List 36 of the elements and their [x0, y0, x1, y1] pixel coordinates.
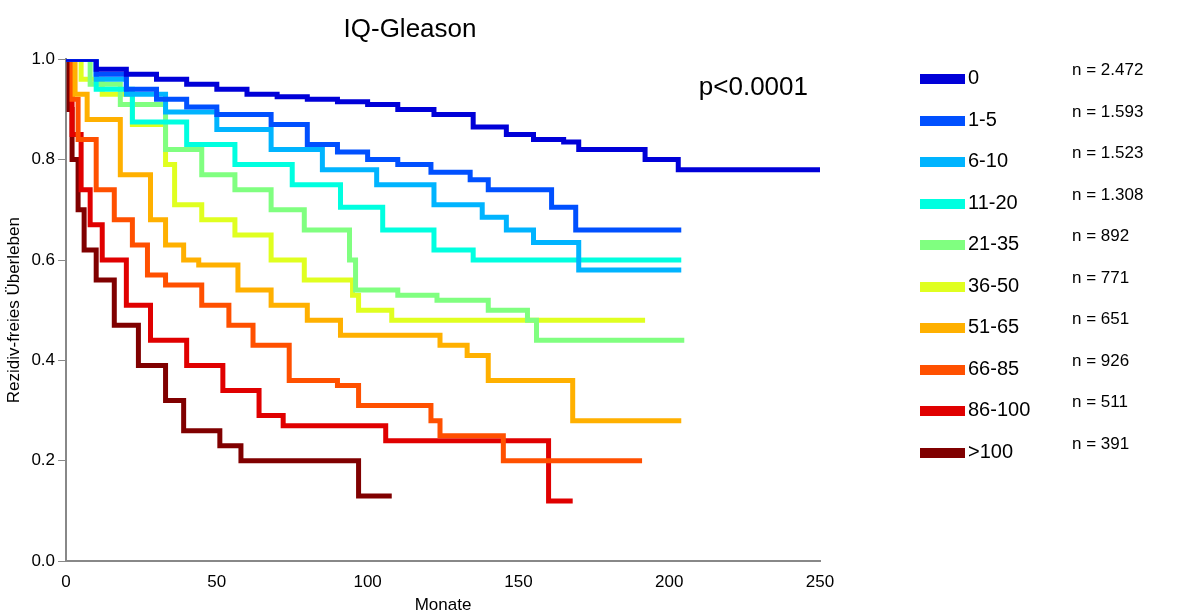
text: n = 2.472 [1072, 60, 1144, 80]
x-tick-label: 200 [655, 572, 684, 592]
x-tick-label: 100 [353, 572, 382, 592]
x-tick-label: 150 [504, 572, 533, 592]
legend-label: 21-35 [968, 232, 1020, 255]
legend-label: 6-10 [968, 149, 1009, 172]
legend-label: >100 [968, 439, 1014, 463]
y-tick-label: 0.0 [31, 550, 56, 570]
x-tick-label: 50 [207, 572, 227, 592]
y-axis-title: Rezidiv-freies Überleben [3, 217, 23, 404]
y-tick-label: 0.6 [31, 249, 56, 269]
x-tick-label: 0 [61, 572, 71, 592]
text: n = 1.308 [1072, 184, 1144, 205]
y-tick-label: 1.0 [31, 48, 56, 68]
x-tick-label: 250 [805, 572, 835, 592]
legend-label: 1-5 [968, 107, 997, 131]
annotation: p<0.0001 [698, 71, 808, 102]
y-tick-label: 0.4 [31, 350, 56, 370]
legend-label: 11-20 [968, 190, 1018, 214]
text: n = 1.523 [1072, 143, 1144, 163]
text: n = 651 [1072, 309, 1130, 329]
y-tick-label: 0.8 [31, 149, 56, 169]
legend-label: 36-50 [968, 273, 1020, 297]
y-tick-label: 0.2 [31, 450, 56, 470]
text: n = 771 [1072, 267, 1130, 288]
text: n = 926 [1072, 350, 1130, 371]
legend-label: 86-100 [968, 398, 1031, 421]
text: n = 1.593 [1072, 101, 1144, 122]
text: n = 511 [1072, 392, 1128, 412]
legend-label: 51-65 [968, 315, 1020, 338]
legend-label: 0 [968, 66, 980, 89]
text: n = 391 [1072, 433, 1130, 454]
legend-label: 66-85 [968, 356, 1020, 380]
text: n = 892 [1072, 226, 1130, 246]
x-axis-title: Monate [414, 595, 472, 615]
chart-title: IQ-Gleason [343, 12, 477, 43]
